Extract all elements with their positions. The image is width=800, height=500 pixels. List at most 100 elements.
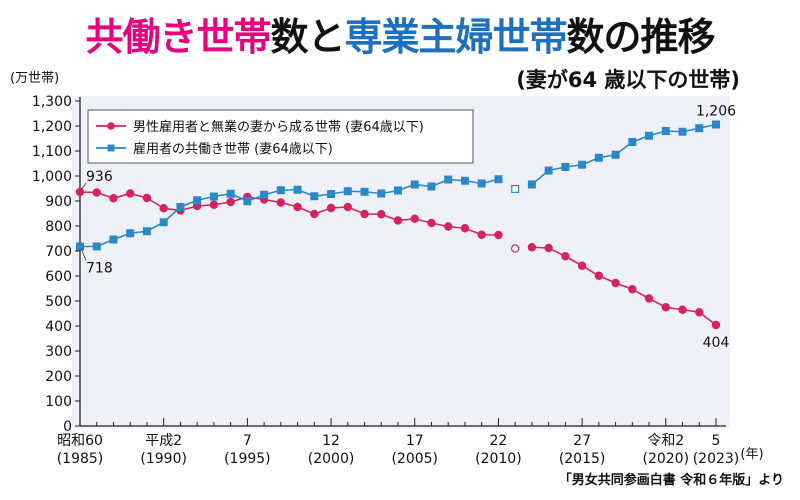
single-income-point [527, 243, 537, 252]
single-income-point [444, 222, 453, 231]
dual-income-point [661, 126, 670, 135]
single-income-point [644, 294, 654, 303]
dual-income-point [578, 160, 587, 169]
x-tick-label: 12 [322, 433, 340, 449]
legend-marker-square [107, 144, 115, 152]
dual-income-point [327, 190, 336, 199]
y-tick-label: 600 [45, 269, 72, 285]
dual-income-point [209, 192, 218, 201]
title-part-dual-income: 共働き世帯 [85, 15, 271, 59]
chart-subtitle: (妻が64 歳以下の世帯) [516, 68, 740, 92]
y-tick-label: 800 [45, 219, 72, 235]
y-tick-label: 1,200 [32, 119, 72, 135]
dual-income-point [711, 120, 720, 129]
dual-income-point [394, 186, 403, 195]
dual-income-point [410, 180, 419, 189]
single-income-point [276, 198, 286, 207]
dual-income-point [611, 150, 620, 159]
single-income-point [460, 224, 470, 233]
dual-income-point [678, 127, 687, 136]
single-income-point [561, 252, 570, 261]
dual-income-point [276, 186, 285, 195]
x-tick-year-label: (2005) [391, 451, 438, 467]
single-income-point [109, 194, 118, 203]
x-tick-label: 7 [243, 433, 252, 449]
single-income-point [226, 197, 235, 207]
dual-income-point [444, 175, 453, 184]
x-tick-year-label: (1990) [140, 451, 187, 467]
y-tick-label: 700 [45, 244, 72, 260]
single-income-point [661, 303, 670, 312]
dual-income-point [159, 218, 168, 227]
dual-income-point [544, 166, 553, 175]
single-income-point [577, 261, 587, 270]
title-part-housewife: 専業主婦世帯 [344, 15, 568, 59]
single-income-point [510, 244, 520, 253]
dual-income-point [645, 131, 654, 140]
y-axis-unit: (万世帯) [10, 71, 59, 86]
legend: 男性雇用者と無業の妻から成る世帯 (妻64歳以下) 雇用者の共働き世帯 (妻64歳… [87, 109, 474, 164]
single-income-point [427, 218, 436, 228]
dual-income-point [511, 185, 520, 194]
single-income-point [628, 285, 637, 294]
dual-income-point [377, 189, 386, 198]
single-income-point [75, 187, 85, 197]
x-tick-label: 17 [406, 433, 424, 449]
x-tick-label: 令和2 [647, 433, 684, 449]
y-tick-label: 1,300 [32, 94, 72, 110]
x-axis-unit: (年) [740, 447, 763, 462]
dual-income-point [92, 242, 101, 251]
title-part-and: 数と [270, 15, 345, 59]
single-income-point [209, 200, 219, 209]
dual-income-point [594, 153, 603, 162]
dual-income-point [310, 192, 319, 201]
single-income-point [92, 188, 101, 197]
single-income-point [678, 305, 687, 314]
single-income-point [611, 278, 620, 288]
single-income-point [377, 210, 386, 219]
x-tick-year-label: (2023) [693, 451, 740, 467]
legend-label: 雇用者の共働き世帯 (妻64歳以下) [133, 141, 333, 157]
single-income-point [159, 204, 168, 213]
x-tick-year-label: (1985) [57, 451, 104, 467]
x-tick-label: 平成2 [145, 433, 182, 449]
value-annotation: 404 [703, 335, 730, 351]
legend-label: 男性雇用者と無業の妻から成る世帯 (妻64歳以下) [133, 119, 424, 135]
legend-marker-circle [107, 122, 115, 130]
title-part-trend: 数の推移 [566, 15, 716, 59]
y-tick-label: 400 [45, 319, 72, 335]
dual-income-point [360, 187, 369, 196]
single-income-point [544, 243, 553, 253]
y-tick-label: 100 [45, 394, 72, 410]
dual-income-point [343, 187, 352, 196]
dual-income-point [427, 182, 436, 191]
x-tick-year-label: (1995) [224, 451, 271, 467]
single-income-point [393, 216, 403, 225]
dual-income-point [109, 235, 118, 244]
dual-income-point [494, 175, 503, 184]
dual-income-point [142, 227, 151, 236]
x-tick-year-label: (2000) [308, 451, 355, 467]
single-income-point [494, 230, 503, 240]
single-income-point [695, 308, 704, 317]
dual-income-point [126, 229, 135, 238]
y-tick-label: 1,000 [32, 169, 72, 185]
single-income-point [126, 189, 135, 198]
chart-title: 共働き世帯数と専業主婦世帯数の推移 [0, 6, 800, 61]
dual-income-point [260, 190, 269, 199]
single-income-point [142, 193, 152, 203]
legend-box [87, 109, 474, 164]
dual-income-point [477, 179, 486, 188]
value-annotation: 936 [86, 169, 113, 185]
single-income-point [326, 203, 336, 213]
y-tick-label: 300 [45, 344, 72, 360]
dual-income-point [176, 203, 185, 212]
single-income-point [293, 202, 302, 212]
x-tick-year-label: (2020) [643, 451, 690, 467]
single-income-point [477, 230, 486, 239]
source-note: 「男女共同参画白書 令和６年版」より [558, 473, 784, 488]
x-tick-label: 27 [573, 433, 591, 449]
dual-income-point [193, 196, 202, 205]
single-income-point [310, 209, 319, 219]
